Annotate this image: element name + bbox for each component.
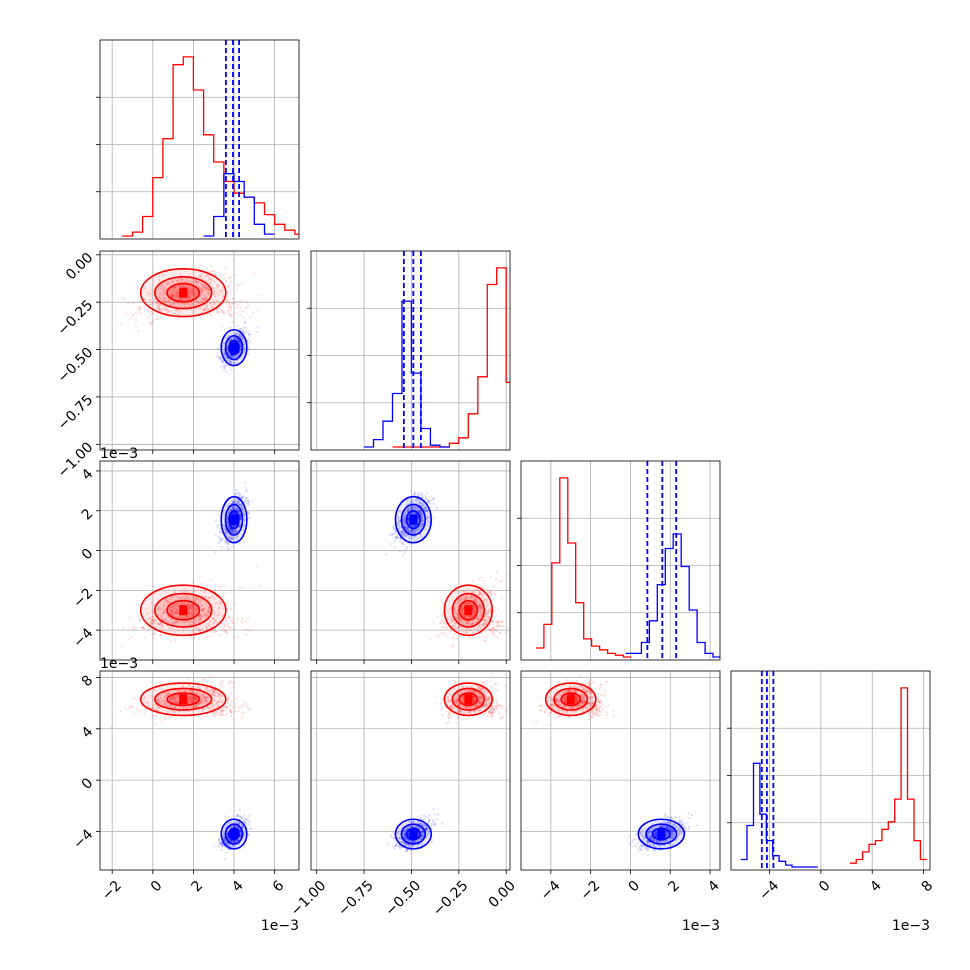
scatter-panel-3-2 <box>520 670 721 871</box>
density-peak-a <box>464 605 473 616</box>
x-tick-label: −0.75 <box>335 878 377 920</box>
panel-frame <box>99 670 300 871</box>
density-peak-b <box>409 829 418 840</box>
histogram-series-a <box>849 687 927 864</box>
x-tick-label: 4 <box>705 878 723 896</box>
panel-frame <box>310 460 511 661</box>
scatter-panel-2-1 <box>310 460 511 661</box>
y-offset-label: 1e−3 <box>100 446 138 462</box>
panel-frame <box>99 250 300 451</box>
x-tick-label: 0 <box>148 878 166 896</box>
density-peak-a <box>179 605 188 616</box>
x-tick-label: −2 <box>577 878 603 904</box>
x-offset-label: 1e−3 <box>261 918 299 934</box>
y-tick-label: −0.50 <box>55 345 97 387</box>
histogram-series-a <box>122 56 299 237</box>
density-peak-b <box>230 342 239 353</box>
x-tick-label: 2 <box>189 878 207 896</box>
x-tick-label: 0 <box>626 878 644 896</box>
scatter-panel-3-1 <box>310 670 511 871</box>
x-tick-label: 4 <box>229 878 247 896</box>
density-peak-a <box>179 287 188 298</box>
x-offset-label: 1e−3 <box>682 918 720 934</box>
panel-frame <box>730 670 931 871</box>
histogram-series-b <box>364 300 450 448</box>
y-tick-label: −0.75 <box>55 392 97 434</box>
diag-panel-2 <box>517 460 721 661</box>
x-tick-label: −2 <box>99 878 125 904</box>
density-peak-a <box>566 694 575 705</box>
histogram-series-b <box>203 173 275 237</box>
density-peak-a <box>179 694 188 705</box>
x-tick-label: 4 <box>867 878 885 896</box>
diag-panel-0 <box>96 39 300 240</box>
panel-frame <box>520 670 721 871</box>
scatter-panel-3-0 <box>99 670 300 871</box>
y-tick-label: 2 <box>79 506 97 524</box>
density-peak-b <box>409 514 418 525</box>
histogram-series-b <box>625 533 720 658</box>
y-tick-label: 0 <box>79 775 97 793</box>
density-peak-a <box>464 694 473 705</box>
panel-frame <box>99 460 300 661</box>
x-tick-label: 2 <box>665 878 683 896</box>
x-tick-label: 0.00 <box>486 878 519 911</box>
panel-frame <box>520 460 721 661</box>
histogram-series-a <box>535 477 632 658</box>
x-offset-label: 1e−3 <box>892 918 930 934</box>
scatter-panel-1-0 <box>99 250 300 451</box>
x-tick-label: 6 <box>270 878 288 896</box>
y-tick-label: −0.25 <box>55 297 97 339</box>
y-tick-label: −4 <box>70 826 96 852</box>
x-tick-label: 0 <box>816 878 834 896</box>
histogram-series-a <box>392 267 510 448</box>
x-tick-label: −4 <box>756 878 782 904</box>
y-tick-label: 4 <box>79 466 97 484</box>
y-offset-label: 1e−3 <box>100 656 138 672</box>
density-peak-b <box>230 829 239 840</box>
diag-panel-3 <box>727 670 931 871</box>
diag-panel-1 <box>307 250 511 451</box>
scatter-panel-2-0 <box>99 460 300 661</box>
panel-frame <box>310 250 511 451</box>
y-tick-label: 0 <box>79 546 97 564</box>
y-tick-label: −4 <box>70 625 96 651</box>
panel-frame <box>99 39 300 240</box>
scatter-points-a <box>119 258 260 333</box>
density-peak-b <box>657 829 666 840</box>
histogram-series-b <box>740 762 818 868</box>
y-tick-label: 8 <box>79 672 97 690</box>
x-tick-label: 8 <box>919 878 937 896</box>
y-tick-label: 4 <box>79 724 97 742</box>
panel-frame <box>310 670 511 871</box>
density-peak-b <box>230 514 239 525</box>
x-tick-label: −0.50 <box>383 878 425 920</box>
y-tick-label: 0.00 <box>63 250 96 283</box>
y-tick-label: −2 <box>70 585 96 611</box>
x-tick-label: −4 <box>538 878 564 904</box>
x-tick-label: −1.00 <box>288 878 330 920</box>
x-tick-label: −0.25 <box>430 878 472 920</box>
